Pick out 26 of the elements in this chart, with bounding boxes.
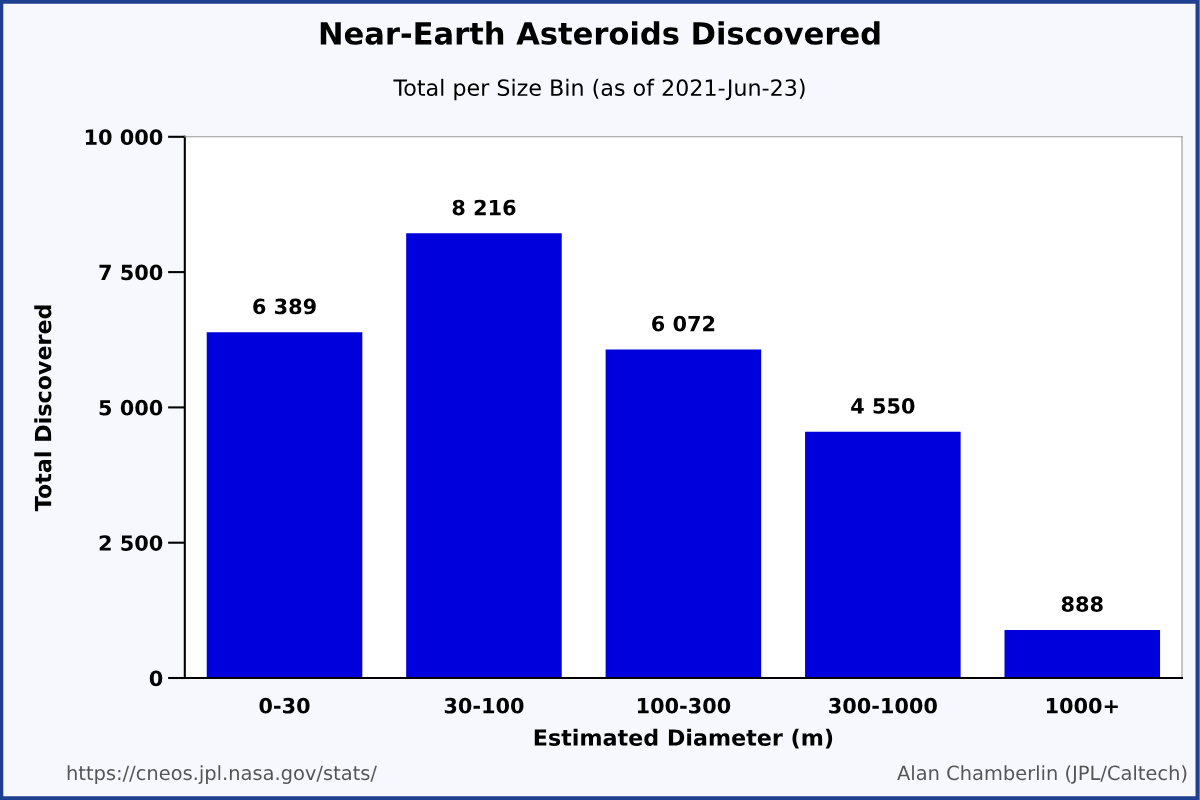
data-label: 4 550 [851,398,915,414]
data-label: 888 [1061,596,1103,613]
text: https://cneos.jpl.nasa.gov/stats/ [67,765,377,784]
chart-title: Near-Earth Asteroids Discovered [320,21,880,45]
data-label: 6 072 [652,315,715,332]
y-tick-label: 5 000 [99,399,163,416]
y-tick-label: 2 500 [99,535,163,551]
x-tick-label: 30-100 [444,697,524,714]
text: Alan Chamberlin (JPL/Caltech) [897,765,1187,784]
bar [805,431,961,678]
data-label: 6 389 [253,298,316,315]
bar [1004,629,1161,678]
data-label: 8 216 [452,199,516,216]
y-axis-title: Total Discovered [34,305,52,512]
bar [605,349,762,678]
chart-subtitle: Total per Size Bin (as of 2021-Jun-23) [393,78,805,101]
x-tick-label: 300-1000 [829,697,937,714]
bar [406,233,562,678]
x-tick-label: 1000+ [1046,697,1118,714]
y-tick-label: 10 000 [85,129,163,146]
x-axis-title: Estimated Diameter (m) [534,728,833,749]
x-tick-label: 0-30 [259,697,310,714]
y-tick-label: 7 500 [99,264,163,281]
x-tick-label: 100-300 [637,697,731,714]
bar [206,332,363,678]
y-tick-label: 0 [149,670,163,687]
